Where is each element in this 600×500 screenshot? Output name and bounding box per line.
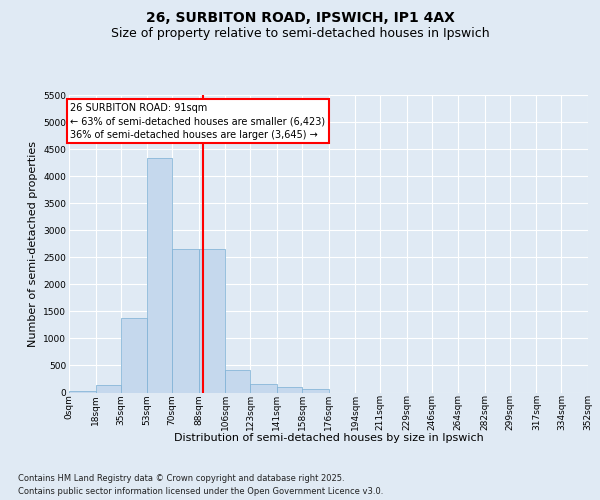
- Bar: [302, 389, 329, 392]
- X-axis label: Distribution of semi-detached houses by size in Ipswich: Distribution of semi-detached houses by …: [173, 433, 484, 443]
- Bar: [199, 248, 225, 392]
- Text: Size of property relative to semi-detached houses in Ipswich: Size of property relative to semi-detach…: [110, 27, 490, 40]
- Bar: [225, 370, 250, 392]
- Bar: [95, 384, 121, 392]
- Y-axis label: Number of semi-detached properties: Number of semi-detached properties: [28, 141, 38, 347]
- Text: Contains public sector information licensed under the Open Government Licence v3: Contains public sector information licen…: [18, 487, 383, 496]
- Bar: [172, 248, 199, 392]
- Text: 26 SURBITON ROAD: 91sqm
← 63% of semi-detached houses are smaller (6,423)
36% of: 26 SURBITON ROAD: 91sqm ← 63% of semi-de…: [70, 103, 326, 140]
- Bar: [121, 318, 147, 392]
- Bar: [69, 391, 95, 392]
- Text: 26, SURBITON ROAD, IPSWICH, IP1 4AX: 26, SURBITON ROAD, IPSWICH, IP1 4AX: [146, 11, 454, 25]
- Bar: [147, 158, 172, 392]
- Bar: [277, 387, 302, 392]
- Text: Contains HM Land Registry data © Crown copyright and database right 2025.: Contains HM Land Registry data © Crown c…: [18, 474, 344, 483]
- Bar: [250, 384, 277, 392]
